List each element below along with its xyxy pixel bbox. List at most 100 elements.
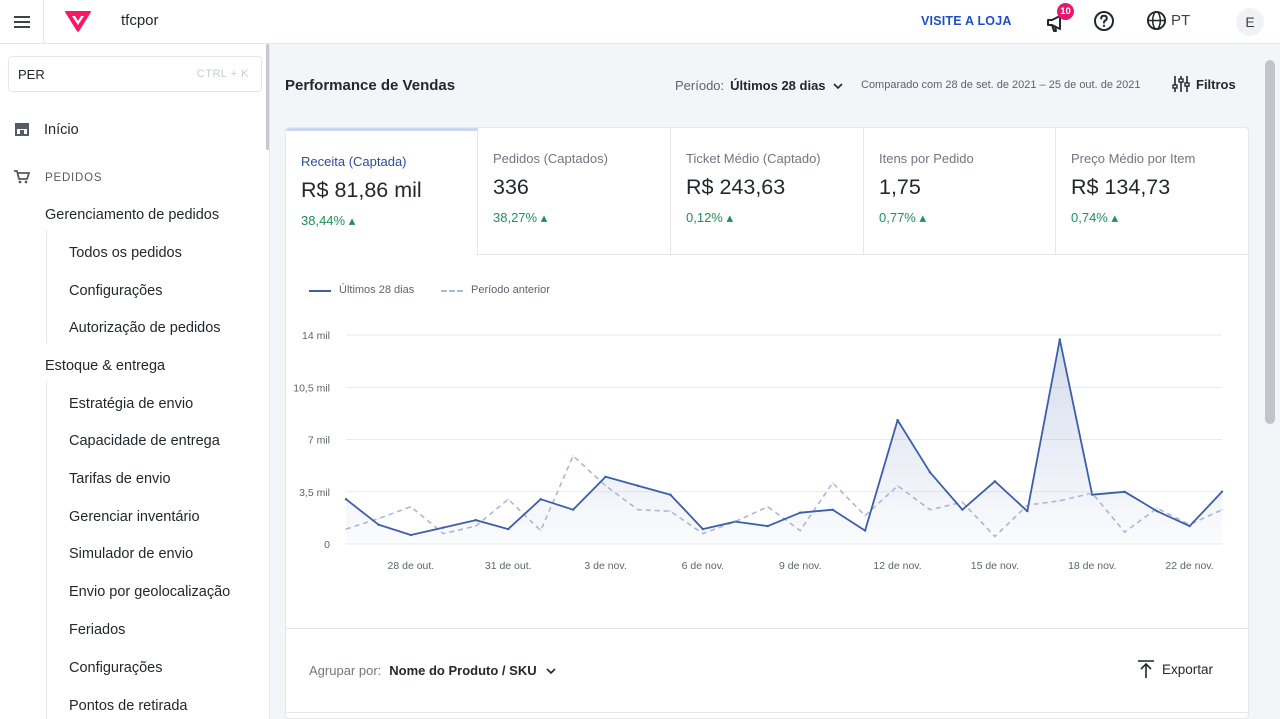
language-selector[interactable]: PT xyxy=(1146,10,1190,31)
kpi-tab-items-per-order[interactable]: Itens por Pedido 1,75 0,77% ▴ xyxy=(864,128,1056,255)
kpi-value: 336 xyxy=(493,175,529,199)
kpi-delta: 0,77% ▴ xyxy=(879,210,926,226)
sidebar-item-delivery-capacity[interactable]: Capacidade de entrega xyxy=(69,433,220,449)
help-icon[interactable] xyxy=(1093,10,1115,32)
sidebar-item-holidays[interactable]: Feriados xyxy=(69,622,126,638)
store-name: tfcpor xyxy=(121,12,159,29)
sidebar-search-input[interactable]: PER CTRL + K xyxy=(8,56,262,92)
sidebar-item-shipping-simulator[interactable]: Simulador de envio xyxy=(69,546,194,562)
x-tick-label: 3 de nov. xyxy=(584,560,626,572)
sidebar-item-order-settings[interactable]: Configurações xyxy=(69,283,163,299)
data-point-previous xyxy=(766,505,769,508)
sidebar-item-all-orders[interactable]: Todos os pedidos xyxy=(69,245,182,261)
kpi-tab-average-item-price[interactable]: Preço Médio por Item R$ 134,73 0,74% ▴ xyxy=(1056,128,1248,255)
sidebar-item-manage-inventory[interactable]: Gerenciar inventário xyxy=(69,509,200,525)
data-point-previous xyxy=(442,532,445,535)
notification-badge: 10 xyxy=(1057,3,1074,20)
data-point-previous xyxy=(669,510,672,512)
data-point-current xyxy=(604,475,607,479)
data-point-previous xyxy=(604,484,607,487)
legend-label-previous[interactable]: Período anterior xyxy=(471,284,550,296)
group-by-dropdown[interactable]: Nome do Produto / SKU xyxy=(389,663,556,678)
megaphone-icon[interactable] xyxy=(1043,8,1071,36)
page-scrollbar[interactable] xyxy=(1265,60,1275,424)
revenue-chart: 0 3,5 mil 7 mil 10,5 mil 14 mil 28 de out. 31 … xyxy=(293,330,1224,572)
globe-icon xyxy=(1146,10,1167,31)
period-label: Período: xyxy=(675,78,725,93)
kpi-delta: 38,44% ▴ xyxy=(301,213,355,229)
visit-store-link[interactable]: VISITE A LOJA xyxy=(921,14,1012,28)
kpi-delta-value: 38,27% xyxy=(493,210,538,225)
triangle-up-icon: ▴ xyxy=(540,210,548,225)
sidebar-section-orders: PEDIDOS xyxy=(45,172,103,184)
y-tick-label: 10,5 mil xyxy=(293,382,330,394)
cart-icon xyxy=(14,170,30,184)
x-tick-label: 15 de nov. xyxy=(971,560,1019,572)
kpi-tab-revenue[interactable]: Receita (Captada) R$ 81,86 mil 38,44% ▴ xyxy=(286,128,478,255)
search-shortcut: CTRL + K xyxy=(196,68,249,80)
export-button[interactable]: Exportar xyxy=(1137,659,1213,679)
period-value[interactable]: Últimos 28 dias xyxy=(730,78,826,93)
data-point-current xyxy=(1155,509,1159,513)
period-selector[interactable]: Período: Últimos 28 dias xyxy=(675,78,844,93)
sidebar-group-stock-delivery[interactable]: Estoque & entrega xyxy=(45,358,166,374)
data-point-current xyxy=(344,498,348,501)
kpi-tab-average-ticket[interactable]: Ticket Médio (Captado) R$ 243,63 0,12% ▴ xyxy=(671,128,864,255)
kpi-value: 1,75 xyxy=(879,175,921,199)
kpi-delta: 0,74% ▴ xyxy=(1071,210,1118,226)
data-point-current xyxy=(863,529,867,532)
comparison-text: Comparado com 28 de set. de 2021 – 25 de… xyxy=(861,79,1141,91)
hamburger-icon xyxy=(13,16,30,28)
data-point-previous xyxy=(377,517,380,520)
sidebar-scrollbar[interactable] xyxy=(266,44,269,150)
sidebar-item-shipping-strategy[interactable]: Estratégia de envio xyxy=(69,396,194,412)
kpi-value: R$ 81,86 mil xyxy=(301,178,422,202)
sidebar-item-order-authorization[interactable]: Autorização de pedidos xyxy=(69,320,221,336)
sidebar-item-geolocation-shipping[interactable]: Envio por geolocalização xyxy=(69,584,231,600)
data-point-previous xyxy=(1221,508,1223,511)
data-point-previous xyxy=(572,455,574,457)
legend-label-current[interactable]: Últimos 28 dias xyxy=(339,284,415,296)
sidebar-item-pickup-points[interactable]: Pontos de retirada xyxy=(69,698,188,714)
data-point-current xyxy=(896,418,899,422)
data-point-current xyxy=(1220,490,1224,493)
triangle-up-icon: ▴ xyxy=(919,210,927,225)
x-tick-label: 9 de nov. xyxy=(779,560,821,572)
sidebar: PER CTRL + K Início PEDIDOS Gerenciament… xyxy=(0,44,270,719)
export-label: Exportar xyxy=(1162,661,1214,677)
data-point-current xyxy=(961,508,964,511)
kpi-label: Itens por Pedido xyxy=(879,151,974,166)
data-point-previous xyxy=(345,528,347,530)
sidebar-group-order-management[interactable]: Gerenciamento de pedidos xyxy=(45,207,220,223)
triangle-up-icon: ▴ xyxy=(726,210,734,225)
filters-label: Filtros xyxy=(1196,76,1236,92)
data-point-previous xyxy=(474,525,477,527)
kpi-label: Preço Médio por Item xyxy=(1071,151,1196,166)
data-point-previous xyxy=(702,532,704,535)
data-point-previous xyxy=(637,508,639,511)
kpi-value: R$ 243,63 xyxy=(686,175,786,199)
section-divider xyxy=(286,712,1248,713)
filters-button[interactable]: Filtros xyxy=(1172,75,1236,93)
kpi-delta: 0,12% ▴ xyxy=(686,210,733,226)
user-avatar[interactable]: E xyxy=(1236,8,1264,36)
sidebar-tree-line xyxy=(46,381,47,719)
data-point-current xyxy=(799,511,802,514)
data-point-current xyxy=(1123,490,1126,493)
sidebar-item-home[interactable]: Início xyxy=(44,122,79,138)
kpi-delta: 38,27% ▴ xyxy=(493,210,547,226)
data-point-current xyxy=(669,493,672,496)
data-point-current xyxy=(442,526,445,529)
y-tick-label: 7 mil xyxy=(308,435,330,447)
data-point-previous xyxy=(929,508,931,511)
data-point-previous xyxy=(799,529,802,532)
vtex-logo-icon[interactable] xyxy=(64,9,92,33)
sidebar-item-stock-settings[interactable]: Configurações xyxy=(69,660,163,676)
group-by-value: Nome do Produto / SKU xyxy=(389,663,537,678)
sidebar-item-shipping-rates[interactable]: Tarifas de envio xyxy=(69,471,171,487)
y-tick-label: 0 xyxy=(324,539,330,551)
hamburger-menu-button[interactable] xyxy=(0,0,44,44)
data-point-current xyxy=(831,508,834,511)
kpi-tab-orders[interactable]: Pedidos (Captados) 336 38,27% ▴ xyxy=(478,128,671,255)
kpi-delta-value: 0,74% xyxy=(1071,210,1108,225)
